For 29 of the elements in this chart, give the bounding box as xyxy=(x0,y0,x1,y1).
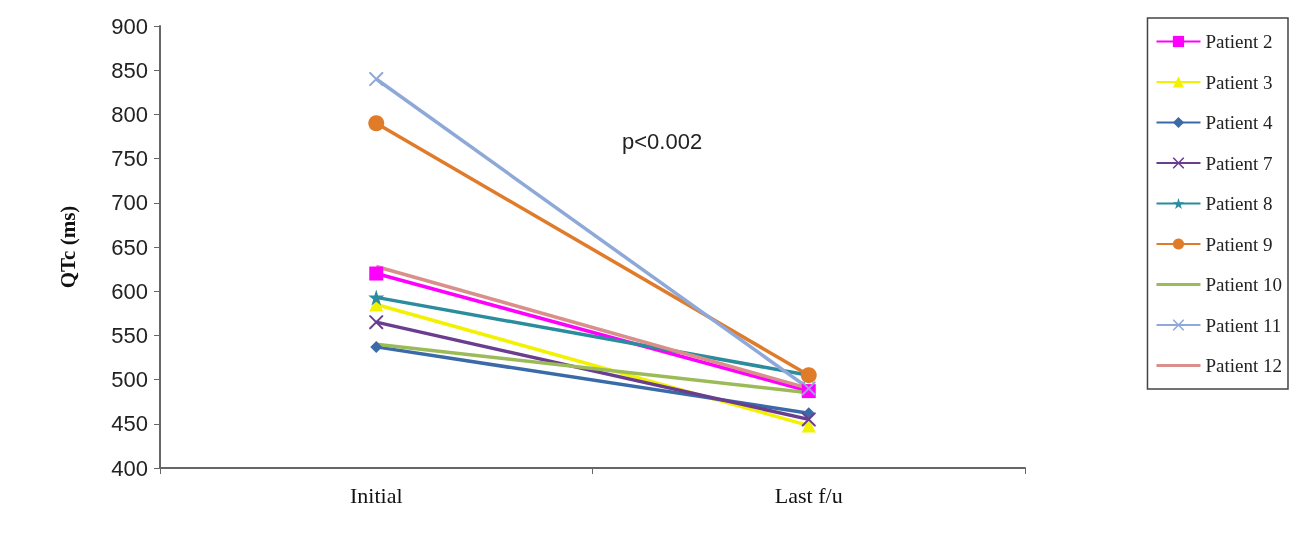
y-tick-label: 800 xyxy=(111,101,148,127)
legend-label: Patient 7 xyxy=(1205,152,1273,174)
y-tick-label: 500 xyxy=(111,367,148,393)
legend-label: Patient 9 xyxy=(1205,233,1273,255)
y-tick-label: 600 xyxy=(111,278,148,304)
point xyxy=(369,72,384,87)
y-tick-label: 550 xyxy=(111,322,148,348)
legend-label: Patient 2 xyxy=(1205,31,1273,52)
annotation: p<0.002 xyxy=(622,128,703,154)
point xyxy=(369,315,384,330)
y-tick-label: 450 xyxy=(111,411,148,437)
legend-label: Patient 4 xyxy=(1205,112,1273,133)
legend-label: Patient 10 xyxy=(1205,274,1283,295)
legend-label: Patient 8 xyxy=(1205,193,1273,214)
point xyxy=(370,340,383,353)
y-tick-label: 750 xyxy=(111,146,148,172)
legend-label: Patient 11 xyxy=(1205,314,1282,336)
y-tick-label: 400 xyxy=(111,455,148,481)
y-tick-label: 850 xyxy=(111,57,148,83)
legend-label: Patient 12 xyxy=(1205,355,1283,376)
y-tick-label: 700 xyxy=(111,190,148,216)
point xyxy=(368,115,385,132)
y-axis-title: QTc (ms) xyxy=(55,205,80,289)
legend-label: Patient 3 xyxy=(1205,71,1273,93)
point xyxy=(369,266,384,281)
y-tick-label: 900 xyxy=(111,13,148,39)
x-tick-label: Initial xyxy=(349,482,403,508)
y-tick-label: 650 xyxy=(111,234,148,260)
x-tick-label: Last f/u xyxy=(774,482,843,508)
